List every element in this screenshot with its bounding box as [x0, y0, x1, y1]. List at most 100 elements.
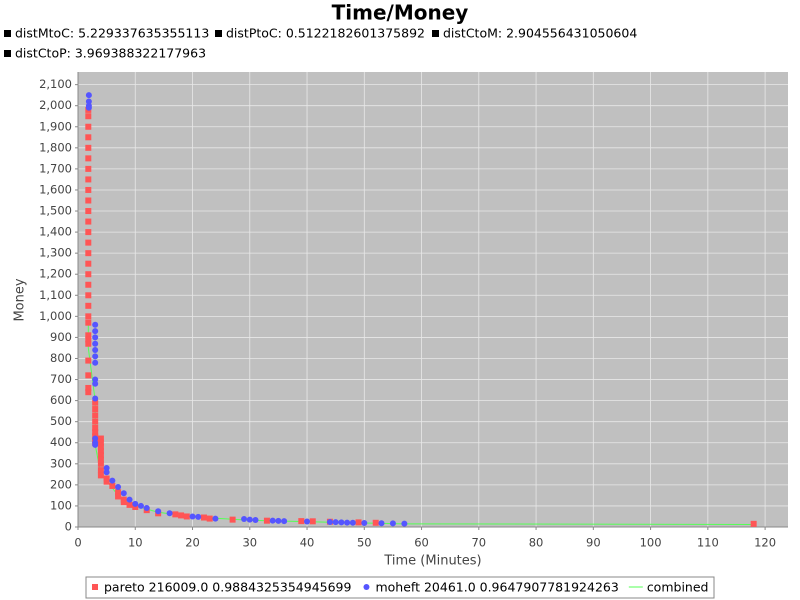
- x-tick-label: 60: [414, 536, 429, 550]
- point: [92, 395, 99, 402]
- point: [97, 452, 104, 459]
- point: [92, 429, 99, 436]
- subtitle-marker: [432, 30, 439, 37]
- point: [109, 477, 116, 484]
- point: [229, 516, 236, 523]
- point: [92, 412, 99, 419]
- subtitle: distPtoC: 0.5122182601375892: [226, 26, 425, 41]
- point: [92, 399, 99, 406]
- subtitle: distCtoM: 2.904556431050604: [443, 26, 637, 41]
- legend-marker: [92, 584, 98, 590]
- x-tick-label: 0: [74, 536, 81, 550]
- point: [85, 197, 92, 204]
- point: [132, 500, 139, 507]
- point: [85, 281, 92, 288]
- point: [92, 380, 99, 387]
- y-tick-label: 1,000: [39, 309, 72, 323]
- x-axis-label: Time (Minutes): [383, 554, 481, 569]
- point: [126, 501, 133, 508]
- point: [97, 456, 104, 463]
- point: [281, 518, 288, 525]
- y-tick-label: 2,100: [39, 77, 72, 91]
- point: [85, 229, 92, 236]
- point: [309, 518, 316, 525]
- point: [92, 359, 99, 366]
- point: [85, 250, 92, 257]
- y-tick-label: 1,300: [39, 246, 72, 260]
- y-tick-label: 100: [50, 498, 72, 512]
- point: [92, 334, 99, 341]
- x-tick-label: 50: [357, 536, 372, 550]
- point: [85, 384, 92, 391]
- point: [85, 292, 92, 299]
- point: [92, 424, 99, 431]
- y-tick-label: 1,500: [39, 204, 72, 218]
- point: [269, 517, 276, 524]
- point: [97, 448, 104, 455]
- point: [85, 302, 92, 309]
- point: [85, 357, 92, 364]
- point: [103, 469, 110, 476]
- point: [178, 512, 185, 519]
- point: [103, 475, 110, 482]
- y-tick-label: 1,600: [39, 182, 72, 196]
- point: [92, 435, 99, 442]
- point: [85, 336, 92, 343]
- point: [92, 353, 99, 360]
- point: [206, 515, 213, 522]
- point: [126, 496, 133, 503]
- point: [349, 519, 356, 526]
- point: [92, 347, 99, 354]
- x-tick-label: 120: [754, 536, 776, 550]
- x-tick-label: 110: [697, 536, 719, 550]
- point: [332, 519, 339, 526]
- point: [263, 517, 270, 524]
- point: [97, 472, 104, 479]
- point: [750, 520, 757, 527]
- point: [326, 518, 333, 525]
- point: [92, 376, 99, 383]
- legend-marker: [363, 584, 370, 590]
- point: [143, 505, 150, 512]
- point: [401, 520, 408, 527]
- point: [275, 517, 282, 524]
- subtitle: distCtoP: 3.969388322177963: [15, 46, 206, 61]
- point: [172, 511, 179, 518]
- point: [92, 406, 99, 413]
- point: [166, 510, 173, 517]
- point: [85, 389, 92, 396]
- point: [85, 123, 92, 130]
- point: [97, 467, 104, 474]
- point: [103, 465, 110, 472]
- point: [97, 460, 104, 467]
- point: [355, 519, 362, 526]
- point: [103, 478, 110, 485]
- x-tick-label: 10: [128, 536, 143, 550]
- point: [115, 489, 122, 496]
- point: [92, 340, 99, 347]
- point: [85, 260, 92, 267]
- point: [120, 499, 127, 506]
- y-tick-label: 200: [50, 477, 72, 491]
- plot-area: [78, 72, 788, 527]
- point: [85, 239, 92, 246]
- point: [97, 439, 104, 446]
- subtitle: distMtoC: 5.229337635355113: [15, 26, 209, 41]
- point: [115, 483, 122, 490]
- point: [97, 443, 104, 450]
- point: [85, 218, 92, 225]
- point: [109, 482, 116, 489]
- y-tick-label: 2,000: [39, 98, 72, 112]
- y-tick-label: 500: [50, 414, 72, 428]
- point: [361, 519, 368, 526]
- point: [92, 321, 99, 328]
- point: [85, 332, 92, 339]
- legend-label: moheft 20461.0 0.9647907781924263: [375, 580, 618, 595]
- point: [85, 113, 92, 120]
- point: [85, 155, 92, 162]
- x-tick-label: 100: [640, 536, 662, 550]
- point: [252, 517, 259, 524]
- point: [212, 515, 219, 522]
- legend-label: combined: [647, 580, 709, 595]
